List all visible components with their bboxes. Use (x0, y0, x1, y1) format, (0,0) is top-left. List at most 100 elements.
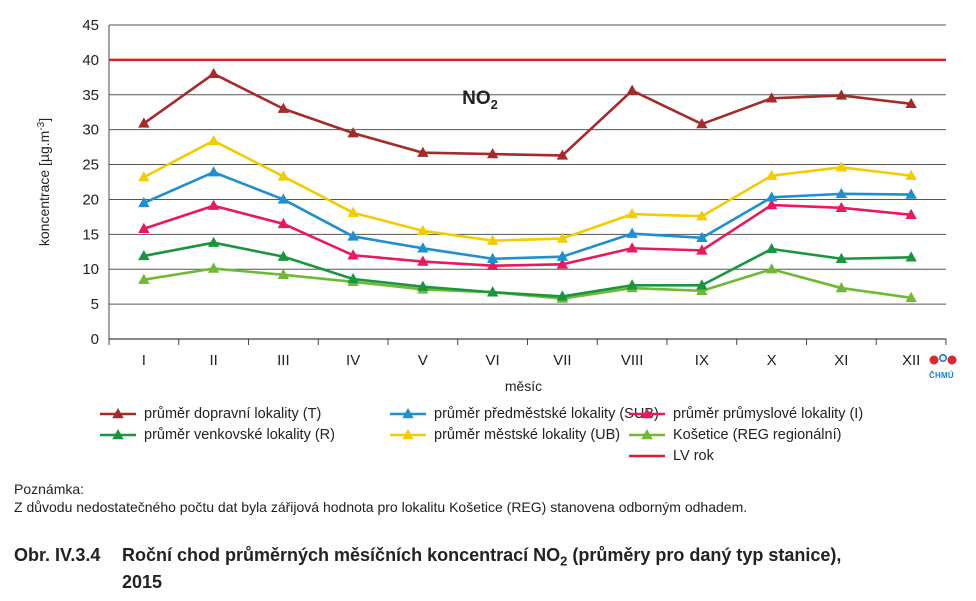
x-tick-label: I (142, 352, 146, 369)
y-tick-label: 0 (91, 331, 99, 348)
caption-text-line2: 2015 (122, 571, 163, 592)
y-tick-label: 10 (82, 261, 99, 278)
series-0-marker (765, 92, 778, 103)
series-2-marker (765, 191, 778, 202)
x-tick-label: XII (902, 352, 920, 369)
x-tick-label: X (767, 352, 777, 369)
series-0-marker (347, 127, 359, 138)
legend-label: průměr městské lokality (UB) (434, 427, 621, 443)
series-4-line (143, 203, 912, 268)
series-0-marker (138, 117, 150, 128)
series-0-marker (417, 146, 429, 157)
series-2-marker (626, 227, 638, 238)
x-tick-label: IV (346, 352, 360, 369)
series-1-marker (765, 169, 778, 180)
y-tick-label: 45 (82, 17, 99, 34)
series-5-marker (905, 291, 917, 303)
series-3-marker (835, 252, 848, 263)
series-2-marker (277, 193, 290, 204)
series-2-marker (556, 250, 569, 261)
series-2-marker (138, 196, 150, 208)
series-3-marker (486, 286, 499, 297)
series-4-marker (486, 259, 499, 270)
legend-item: průměr dopravní lokality (T) (100, 404, 321, 424)
y-tick-label: 25 (82, 157, 99, 174)
series-1-marker (486, 234, 499, 245)
legend-swatch-icon (390, 429, 426, 440)
series-1-marker (905, 169, 917, 180)
series-5-marker (696, 284, 708, 296)
legend-swatch-icon (629, 454, 665, 458)
series-2-marker (835, 187, 848, 199)
series-1-marker (277, 170, 290, 181)
y-tick-label: 5 (91, 296, 99, 313)
series-3-marker (905, 251, 917, 262)
x-tick-label: XI (834, 352, 848, 369)
chart-legend: průměr dopravní lokality (T) průměr předm… (100, 404, 960, 468)
y-axis-label: koncentrace [µg.m-3] (36, 118, 52, 246)
series-0-line (143, 72, 912, 157)
chmu-logo-icon (929, 353, 957, 365)
series-1-marker (556, 232, 569, 243)
caption-text-line1: Roční chod průměrných měsíčních koncentr… (122, 545, 842, 569)
series-5-marker (765, 263, 778, 274)
legend-item: LV rok (629, 446, 714, 466)
figure-caption: Obr. IV.3.4 Roční chod průměrných měsíční… (14, 545, 841, 593)
note-text: Z důvodu nedostatečného počtu dat byla z… (14, 499, 748, 515)
x-tick-label: V (418, 352, 428, 369)
series-2-line (143, 170, 912, 261)
legend-item: průměr venkovské lokality (R) (100, 425, 335, 445)
legend-label: LV rok (673, 448, 714, 464)
x-tick-label: VII (553, 352, 571, 369)
legend-label: průměr venkovské lokality (R) (144, 427, 335, 443)
series-4-marker (696, 244, 708, 255)
series-4-marker (277, 217, 290, 229)
y-tick-label: 30 (82, 122, 99, 139)
series-0-marker (696, 118, 708, 129)
legend-swatch-icon (390, 408, 426, 419)
series-5-marker (277, 268, 290, 280)
series-0-marker (207, 67, 220, 79)
series-4-marker (417, 255, 429, 266)
y-tick-label: 20 (82, 191, 99, 208)
legend-swatch-icon (100, 429, 136, 440)
legend-swatch-icon (629, 429, 665, 440)
legend-swatch-icon (629, 408, 665, 419)
series-3-marker (347, 272, 359, 284)
y-tick-label: 15 (82, 226, 99, 243)
series-4-marker (138, 222, 150, 233)
legend-item: průměr městské lokality (UB) (390, 425, 620, 445)
series-1-marker (347, 206, 359, 217)
y-tick-label: 40 (82, 52, 99, 69)
series-2-marker (417, 242, 429, 253)
series-3-marker (696, 279, 708, 290)
y-tick-label: 35 (82, 87, 99, 104)
series-4-marker (556, 258, 569, 269)
series-5-marker (207, 262, 220, 273)
series-4-marker (626, 242, 638, 253)
legend-item: průměr předměstské lokality (SUB) (390, 404, 659, 424)
legend-item: Košetice (REG regionální) (629, 425, 841, 445)
series-1-line (143, 139, 912, 242)
series-1-marker (626, 208, 638, 219)
series-2-marker (486, 252, 499, 263)
x-tick-label: VIII (621, 352, 644, 369)
series-5-marker (835, 282, 848, 293)
series-3-marker (138, 249, 150, 261)
series-1-marker (835, 161, 848, 172)
series-1-marker (138, 171, 150, 182)
series-3-marker (277, 250, 290, 261)
series-4-marker (765, 199, 778, 210)
x-tick-label: VI (486, 352, 500, 369)
note-title: Poznámka: (14, 481, 85, 497)
series-1-marker (696, 210, 708, 221)
series-0-marker (626, 84, 638, 95)
series-4-marker (905, 208, 917, 219)
series-2-marker (696, 231, 708, 243)
x-axis-label: měsíc (505, 378, 542, 394)
series-4-marker (347, 249, 359, 260)
series-3-marker (417, 280, 429, 291)
series-2-marker (207, 166, 220, 177)
series-2-marker (905, 188, 917, 199)
